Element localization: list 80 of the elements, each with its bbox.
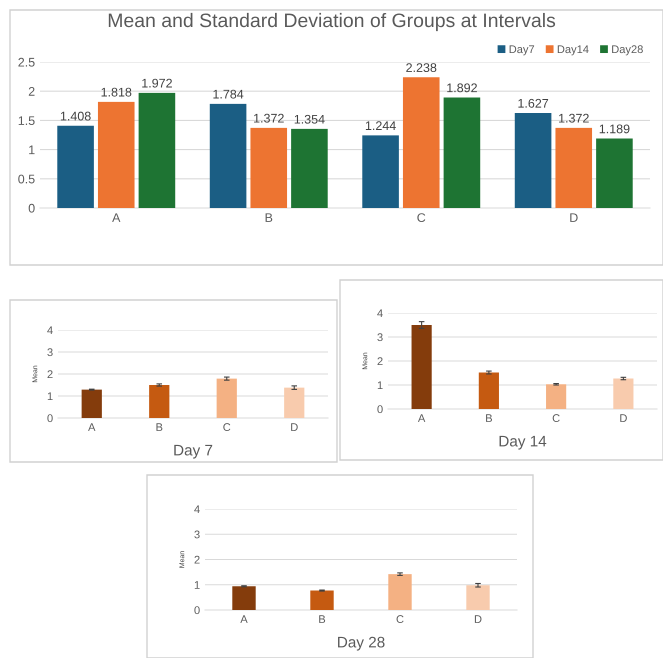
data-label: 1.784: [213, 90, 244, 99]
bar: [291, 128, 328, 208]
y-tick-label: 3: [377, 333, 383, 342]
chart-title: Mean and Standard Deviation of Groups at Intervals: [108, 12, 556, 32]
x-tick-label: B: [486, 414, 492, 422]
x-tick-label: B: [266, 213, 272, 222]
data-label: 1.892: [447, 83, 477, 92]
y-tick-label: 1: [378, 381, 383, 390]
y-tick-label: 2: [48, 370, 53, 378]
y-tick-label: 0: [28, 204, 35, 213]
bar: [250, 128, 288, 208]
x-axis-title: Day 7: [174, 444, 212, 459]
legend-label: Day14: [558, 45, 589, 56]
bar: [412, 325, 432, 409]
bar: [514, 112, 552, 208]
data-label: 1.818: [102, 88, 132, 97]
x-tick-label: C: [552, 414, 560, 422]
x-tick-label: A: [112, 213, 120, 222]
bar: [138, 92, 176, 208]
bar: [613, 378, 634, 409]
y-tick-label: 4: [194, 505, 200, 514]
data-label: 1.244: [366, 121, 396, 130]
y-tick-label: 0: [194, 606, 200, 614]
x-tick-label: D: [291, 423, 298, 431]
x-tick-label: D: [620, 414, 627, 422]
bar: [82, 390, 102, 418]
x-tick-label: A: [88, 423, 96, 431]
x-axis-title: Day 28: [338, 636, 385, 651]
y-tick-label: 2: [28, 87, 35, 96]
x-tick-label: C: [223, 423, 230, 432]
bar: [402, 77, 440, 208]
bar: [444, 98, 480, 208]
bar: [98, 102, 135, 208]
bar: [466, 585, 490, 610]
bar: [216, 378, 237, 418]
data-label: 1.354: [294, 114, 325, 124]
y-tick-label: 3: [47, 348, 53, 356]
y-tick-label: 2.5: [18, 58, 35, 67]
bar: [596, 138, 633, 208]
bar: [57, 126, 94, 208]
x-tick-label: B: [319, 615, 326, 623]
bar: [362, 135, 399, 208]
x-tick-label: B: [156, 423, 162, 431]
data-label: 1.372: [559, 114, 589, 123]
y-tick-label: 1.5: [18, 116, 35, 126]
y-tick-label: 0: [47, 414, 53, 422]
y-tick-label: 4: [47, 326, 53, 334]
x-tick-label: C: [417, 213, 426, 222]
bar: [478, 372, 499, 409]
y-tick-label: 0.5: [18, 174, 35, 184]
x-axis-title: Day 14: [500, 436, 546, 450]
data-label: 2.238: [406, 63, 436, 72]
y-tick-label: 0: [377, 405, 383, 414]
y-tick-label: 4: [377, 309, 383, 318]
data-label: 1.372: [254, 114, 284, 123]
legend-label: Day7: [510, 45, 534, 56]
y-tick-label: 2: [378, 357, 383, 366]
bar: [555, 128, 592, 208]
bar: [310, 590, 334, 610]
data-label: 1.189: [600, 124, 630, 134]
y-tick-label: 1: [29, 146, 35, 154]
y-tick-label: 1: [48, 392, 53, 400]
y-tick-label: 3: [194, 530, 200, 538]
x-tick-label: D: [474, 615, 482, 623]
legend-label: Day28: [612, 45, 643, 56]
y-tick-label: 2: [194, 556, 200, 564]
y-tick-label: 1: [194, 581, 200, 589]
data-label: 1.627: [518, 98, 548, 108]
x-tick-label: A: [418, 414, 426, 422]
data-label: 1.408: [60, 112, 91, 121]
bar: [388, 574, 412, 610]
data-label: 1.972: [142, 78, 172, 88]
bar: [546, 384, 566, 409]
x-tick-label: A: [240, 615, 248, 623]
bar: [210, 104, 246, 208]
x-tick-label: C: [396, 615, 404, 624]
bar: [284, 388, 304, 418]
bar: [232, 586, 256, 610]
bar: [149, 385, 170, 418]
x-tick-label: D: [570, 213, 578, 222]
